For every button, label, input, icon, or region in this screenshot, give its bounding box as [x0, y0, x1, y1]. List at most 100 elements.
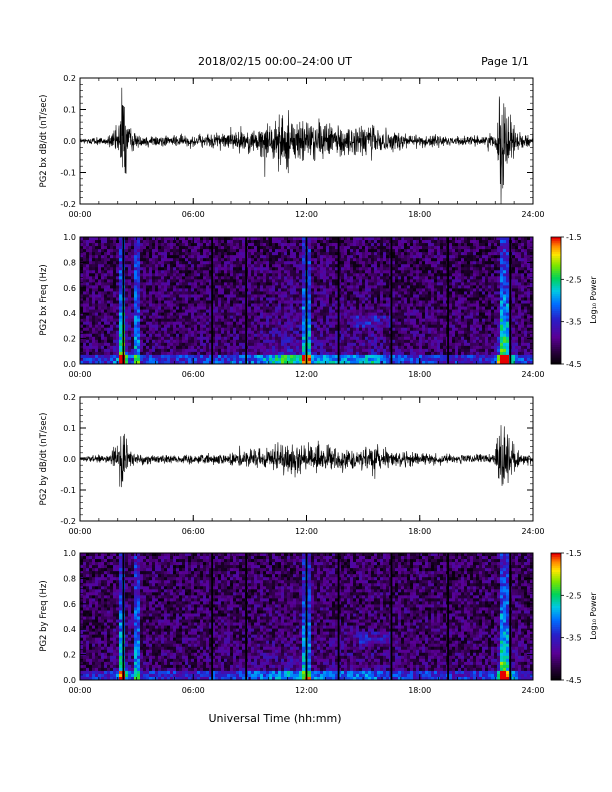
- spectrogram-cell: [203, 264, 207, 268]
- spectrogram-cell: [101, 324, 105, 329]
- spectrogram-cell: [365, 267, 369, 271]
- spectrogram-cell: [200, 273, 204, 277]
- spectrogram-cell: [260, 282, 264, 286]
- spectrogram-cell: [113, 249, 117, 253]
- spectrogram-cell: [110, 342, 114, 347]
- spectrogram-cell: [359, 324, 363, 329]
- spectrogram-cell: [353, 285, 357, 289]
- spectrogram-cell: [371, 246, 375, 250]
- spectrogram-cell: [173, 252, 177, 256]
- spectrogram-cell: [344, 249, 348, 253]
- spectrogram-cell: [218, 360, 222, 365]
- spectrogram-cell: [188, 360, 192, 365]
- spectrogram-cell: [104, 360, 108, 365]
- spectrogram-cell: [227, 336, 231, 341]
- spectrogram-cell: [254, 300, 258, 304]
- spectrogram-cell: [299, 309, 303, 313]
- spectrogram-cell: [107, 327, 111, 332]
- spectrogram-cell: [215, 279, 219, 283]
- spectrogram-cell: [200, 360, 204, 365]
- spectrogram-cell: [383, 288, 387, 292]
- spectrogram-cell: [266, 276, 270, 280]
- spectrogram-cell: [269, 297, 273, 301]
- spectrogram-cell: [92, 264, 96, 268]
- spectrogram-cell: [125, 240, 129, 244]
- spectrogram-cell: [299, 306, 303, 310]
- spectrogram-cell: [368, 237, 372, 241]
- spectrogram-cell: [272, 297, 276, 301]
- spectrogram-cell: [296, 312, 300, 317]
- spectrogram-cell: [164, 321, 168, 326]
- spectrogram-cell: [197, 273, 201, 277]
- spectrogram-cell: [188, 273, 192, 277]
- spectrogram-cell: [95, 345, 99, 350]
- spectrogram-cell: [275, 270, 279, 274]
- spectrogram-cell: [146, 342, 150, 347]
- spectrogram-cell: [194, 237, 198, 241]
- spectrogram-cell: [197, 261, 201, 265]
- spectrogram-cell: [329, 345, 333, 350]
- spectrogram-cell: [260, 333, 264, 338]
- spectrogram-cell: [335, 291, 339, 295]
- spectrogram-cell: [341, 360, 345, 365]
- spectrogram-cell: [260, 246, 264, 250]
- spectrogram-cell: [107, 342, 111, 347]
- spectrogram-cell: [332, 312, 336, 317]
- spectrogram-cell: [149, 351, 153, 356]
- spectrogram-cell: [179, 306, 183, 310]
- spectrogram-cell: [368, 336, 372, 341]
- spectrogram-cell: [239, 255, 243, 259]
- spectrogram-cell: [374, 237, 378, 241]
- spectrogram-cell: [131, 330, 135, 335]
- spectrogram-cell: [299, 243, 303, 247]
- spectrogram-cell: [176, 342, 180, 347]
- spectrogram-cell: [248, 351, 252, 356]
- spectrogram-cell: [152, 315, 156, 320]
- spectrogram-cell: [185, 342, 189, 347]
- spectrogram-cell: [80, 267, 84, 271]
- spectrogram-cell: [113, 321, 117, 326]
- spectrogram-cell: [167, 294, 171, 298]
- spectrogram-cell: [290, 282, 294, 286]
- spectrogram-cell: [113, 294, 117, 298]
- spectrogram-cell: [302, 285, 306, 289]
- spectrogram-cell: [206, 285, 210, 289]
- spectrogram-cell: [323, 330, 327, 335]
- spectrogram-cell: [185, 309, 189, 313]
- spectrogram-cell: [311, 306, 315, 310]
- spectrogram-cell: [332, 339, 336, 344]
- spectrogram-cell: [413, 306, 417, 310]
- spectrogram-cell: [125, 303, 129, 307]
- spectrogram-cell: [215, 321, 219, 326]
- spectrogram-cell: [185, 240, 189, 244]
- spectrogram-cell: [170, 327, 174, 332]
- spectrogram-cell: [362, 270, 366, 274]
- spectrogram-cell: [137, 258, 141, 262]
- spectrogram-cell: [248, 264, 252, 268]
- spectrogram-cell: [284, 264, 288, 268]
- spectrogram-cell: [137, 246, 141, 250]
- spectrogram-cell: [194, 342, 198, 347]
- spectrogram-cell: [362, 321, 366, 326]
- spectrogram-cell: [89, 339, 93, 344]
- spectrogram-cell: [173, 327, 177, 332]
- spectrogram-cell: [299, 333, 303, 338]
- spectrogram-cell: [290, 243, 294, 247]
- spectrogram-cell: [377, 285, 381, 289]
- spectrogram-cell: [311, 330, 315, 335]
- spectrogram-cell: [416, 345, 420, 350]
- spectrogram-cell: [128, 267, 132, 271]
- spectrogram-cell: [167, 246, 171, 250]
- spectrogram-cell: [383, 312, 387, 317]
- spectrogram-cell: [260, 252, 264, 256]
- spectrogram-cell: [362, 291, 366, 295]
- spectrogram-cell: [248, 297, 252, 301]
- spectrogram-cell: [230, 258, 234, 262]
- spectrogram-cell: [230, 267, 234, 271]
- spectrogram-cell: [212, 303, 216, 307]
- spectrogram-cell: [356, 276, 360, 280]
- spectrogram-cell: [266, 357, 270, 362]
- spectrogram-cell: [299, 246, 303, 250]
- spectrogram-cell: [398, 303, 402, 307]
- spectrogram-cell: [326, 252, 330, 256]
